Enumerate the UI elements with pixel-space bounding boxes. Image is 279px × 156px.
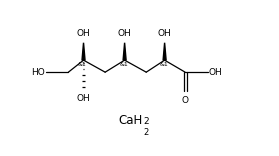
Text: OH: OH: [77, 94, 90, 103]
Text: CaH: CaH: [119, 114, 143, 127]
Text: OH: OH: [158, 29, 172, 38]
Text: &1: &1: [119, 62, 128, 67]
Text: HO: HO: [31, 68, 45, 77]
Text: OH: OH: [209, 68, 222, 77]
Text: 2: 2: [143, 128, 148, 137]
Polygon shape: [82, 43, 85, 60]
Text: OH: OH: [118, 29, 131, 38]
Text: &1: &1: [159, 62, 168, 67]
Text: OH: OH: [77, 29, 90, 38]
Text: O: O: [182, 96, 189, 105]
Text: &1: &1: [78, 62, 87, 67]
Polygon shape: [163, 43, 166, 60]
Polygon shape: [123, 43, 126, 60]
Text: 2: 2: [143, 117, 149, 126]
